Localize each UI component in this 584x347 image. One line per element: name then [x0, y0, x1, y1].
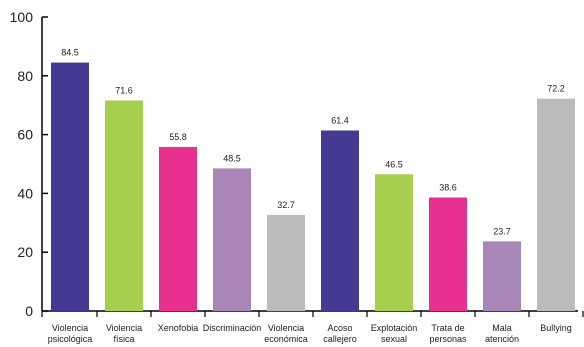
category-label: psicológica [48, 334, 93, 344]
category-label: atención [485, 334, 519, 344]
data-label: 23.7 [493, 226, 511, 236]
category-label: callejero [323, 334, 357, 344]
y-tick-label: 20 [17, 244, 33, 260]
bar [483, 241, 521, 311]
bar [321, 130, 359, 311]
category-label: Violencia [106, 323, 142, 333]
data-label: 38.6 [439, 183, 457, 193]
bar [375, 174, 413, 311]
data-label: 84.5 [61, 48, 79, 58]
bars-group [51, 62, 575, 312]
category-label: Bullying [540, 323, 572, 333]
category-label: Trata de [431, 323, 464, 333]
category-label: económica [264, 334, 308, 344]
data-label: 72.2 [547, 84, 565, 94]
data-label: 46.5 [385, 159, 403, 169]
y-tick-label: 0 [25, 303, 33, 319]
category-label: Mala [492, 323, 512, 333]
y-tick-label: 100 [10, 9, 34, 25]
category-label: Xenofobia [158, 323, 199, 333]
category-label: Discriminación [203, 323, 262, 333]
bar [105, 100, 143, 311]
category-labels-group: ViolenciapsicológicaViolenciafísicaXenof… [48, 323, 572, 344]
bar [159, 146, 197, 311]
data-label: 55.8 [169, 132, 187, 142]
category-label: sexual [381, 334, 407, 344]
bar [267, 214, 305, 311]
y-tick-label: 80 [17, 68, 33, 84]
x-axis [41, 310, 584, 317]
category-label: Acoso [327, 323, 352, 333]
data-label: 61.4 [331, 115, 349, 125]
y-tick-label: 60 [17, 127, 33, 143]
bar [51, 62, 89, 311]
y-axis: 0 20 40 60 80 100 [10, 9, 48, 319]
category-label: personas [429, 334, 467, 344]
bar [429, 197, 467, 311]
category-label: Violencia [52, 323, 88, 333]
category-label: Violencia [268, 323, 304, 333]
data-labels-group: 84.5 71.6 55.8 48.5 32.7 61.4 46.5 38.6 23.7 72.2 [61, 48, 565, 237]
y-tick-label: 40 [17, 185, 33, 201]
data-label: 32.7 [277, 200, 295, 210]
category-label: física [113, 334, 134, 344]
bar [213, 168, 251, 311]
category-label: Explotación [371, 323, 418, 333]
data-label: 71.6 [115, 85, 133, 95]
bar [537, 98, 575, 312]
data-label: 48.5 [223, 153, 241, 163]
